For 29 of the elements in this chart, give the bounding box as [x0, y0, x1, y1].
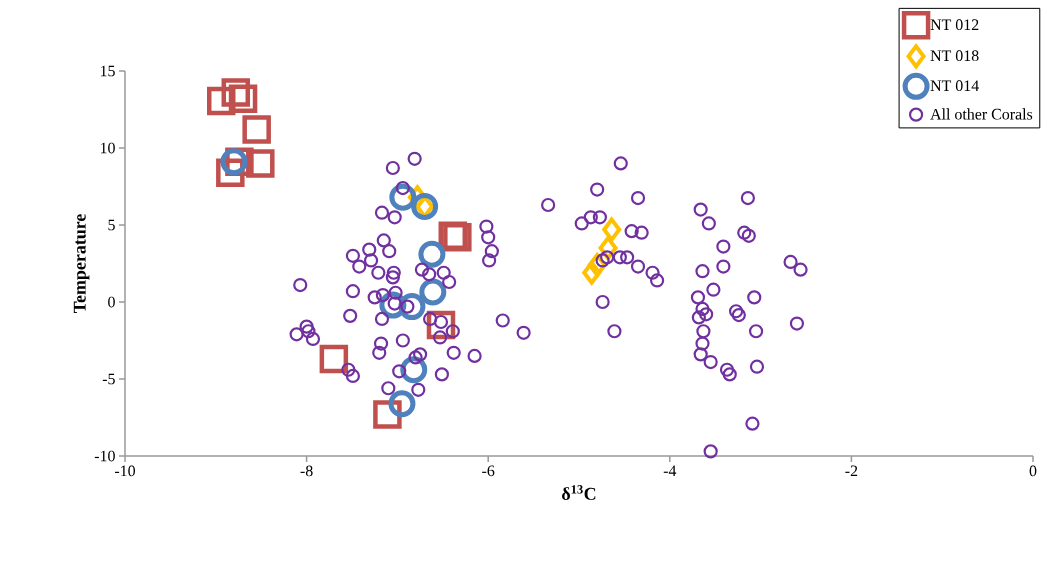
- legend-label: All other Corals: [930, 108, 1033, 120]
- legend-label: NT 018: [930, 50, 979, 62]
- legend-label: NT 014: [930, 80, 979, 92]
- y-tick-label: 0: [108, 296, 115, 308]
- y-tick-label: 15: [100, 65, 115, 77]
- x-axis-title: δ$^{13}$C: [562, 485, 596, 500]
- point: [419, 278, 447, 306]
- point: [418, 240, 446, 268]
- y-tick-label: -5: [102, 373, 115, 385]
- point: [207, 86, 236, 116]
- point: [319, 344, 349, 374]
- point: [221, 78, 251, 107]
- x-tick-label: -4: [663, 465, 677, 477]
- point: [246, 149, 275, 178]
- x-tick-label: -8: [300, 465, 313, 477]
- point: [220, 148, 248, 176]
- y-tick-label: -10: [94, 450, 115, 462]
- x-tick-label: -2: [845, 465, 858, 477]
- y-axis-title: Temperature: [73, 214, 90, 314]
- point: [242, 115, 271, 144]
- x-tick-label: 0: [1029, 465, 1037, 477]
- point: [602, 217, 622, 242]
- y-tick-label: 5: [108, 219, 115, 231]
- legend-label: NT 012: [930, 19, 979, 31]
- point: [388, 390, 416, 418]
- point: [582, 260, 602, 285]
- x-tick-label: -6: [482, 465, 495, 477]
- point: [228, 84, 258, 113]
- y-tick-label: 10: [100, 142, 115, 154]
